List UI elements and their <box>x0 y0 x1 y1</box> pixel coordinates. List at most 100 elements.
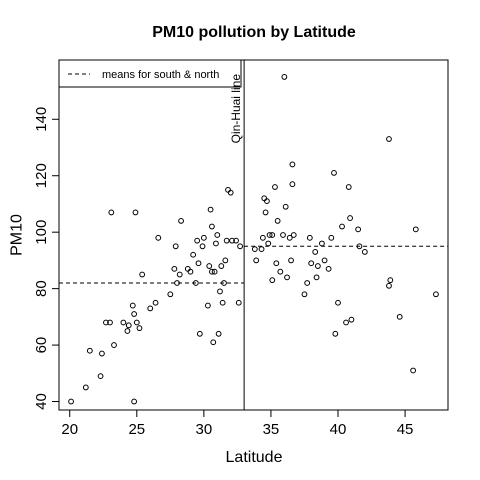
y-axis-label: PM10 <box>9 214 26 256</box>
data-point <box>345 184 352 190</box>
data-point <box>125 322 132 329</box>
data-point <box>204 302 211 309</box>
data-point <box>262 209 269 216</box>
data-point <box>273 260 280 267</box>
data-point <box>308 260 315 267</box>
data-point <box>171 265 178 272</box>
data-point <box>120 319 127 326</box>
data-point <box>280 232 286 238</box>
data-point <box>264 198 270 205</box>
data-point <box>339 223 345 230</box>
data-point <box>103 319 109 326</box>
data-point <box>361 249 368 255</box>
data-point <box>335 299 341 306</box>
data-point <box>176 271 183 278</box>
data-point <box>213 240 219 247</box>
data-point <box>215 330 222 337</box>
data-point <box>259 234 266 241</box>
y-tick-label: 80 <box>33 280 50 297</box>
data-point <box>328 234 335 241</box>
data-point <box>410 367 417 374</box>
data-point <box>312 249 319 255</box>
data-point <box>196 330 203 337</box>
y-tick-label: 140 <box>33 107 50 132</box>
data-point <box>265 240 272 247</box>
data-point <box>219 299 226 306</box>
data-point <box>304 280 311 286</box>
x-tick-label: 25 <box>128 421 145 438</box>
data-point <box>211 268 218 275</box>
data-point <box>313 274 320 281</box>
data-point <box>218 263 225 269</box>
data-point <box>237 243 243 250</box>
data-point <box>396 313 403 320</box>
data-point <box>325 265 332 272</box>
data-point <box>253 257 260 264</box>
data-point <box>209 268 215 275</box>
data-point <box>217 288 223 295</box>
data-point <box>269 232 276 238</box>
data-point <box>331 170 337 176</box>
legend: means for south & north <box>58 59 242 88</box>
data-point <box>332 330 339 337</box>
data-point <box>282 203 289 210</box>
data-point <box>133 319 140 326</box>
data-point <box>124 328 131 334</box>
data-point <box>289 181 296 188</box>
data-point <box>129 302 136 309</box>
data-point <box>107 319 113 326</box>
data-point <box>286 234 293 241</box>
data-point <box>356 243 363 250</box>
plot-marks <box>59 60 448 410</box>
y-tick-label: 120 <box>33 163 50 188</box>
data-point <box>348 316 355 323</box>
data-point <box>277 268 284 275</box>
data-point <box>200 234 207 241</box>
data-point <box>139 271 146 278</box>
data-point <box>131 311 138 317</box>
data-point <box>190 251 197 258</box>
data-point <box>111 342 117 348</box>
data-point <box>82 384 89 391</box>
data-point <box>272 184 278 190</box>
data-point <box>229 237 235 244</box>
data-point <box>355 226 362 233</box>
data-point <box>306 234 313 241</box>
data-point <box>314 263 321 269</box>
data-point <box>155 234 162 241</box>
chart-title: PM10 pollution by Latitude <box>152 24 356 41</box>
data-point <box>235 299 242 306</box>
y-tick-label: 60 <box>33 337 50 354</box>
legend-label: means for south & north <box>102 69 219 81</box>
data-point <box>387 277 394 284</box>
data-point <box>136 325 143 332</box>
data-point <box>289 161 296 168</box>
data-point <box>206 263 213 269</box>
data-point <box>223 237 230 244</box>
x-tick-label: 20 <box>61 421 78 438</box>
axes: 20 25 30 35 40 45 40 60 80 100 120 140 <box>33 107 413 438</box>
data-point <box>68 398 74 405</box>
data-point <box>284 274 290 281</box>
data-point <box>274 217 281 224</box>
qin-huai-line-label: Qin-Huai line <box>229 74 243 144</box>
data-point <box>97 373 104 380</box>
data-point <box>258 246 265 253</box>
y-tick-label: 40 <box>33 393 50 410</box>
data-point <box>343 319 349 326</box>
data-point <box>281 74 288 80</box>
data-point <box>207 206 214 213</box>
data-point <box>288 257 294 264</box>
data-point <box>178 217 184 224</box>
data-point <box>290 232 297 238</box>
data-point <box>187 268 194 275</box>
data-point <box>99 350 105 357</box>
data-point <box>266 232 273 238</box>
x-tick-label: 35 <box>263 421 280 438</box>
data-point <box>209 223 215 230</box>
x-tick-label: 40 <box>330 421 347 438</box>
data-point <box>225 186 231 193</box>
plot-frame <box>58 59 449 411</box>
data-point <box>152 299 159 306</box>
x-tick-label: 45 <box>397 421 414 438</box>
